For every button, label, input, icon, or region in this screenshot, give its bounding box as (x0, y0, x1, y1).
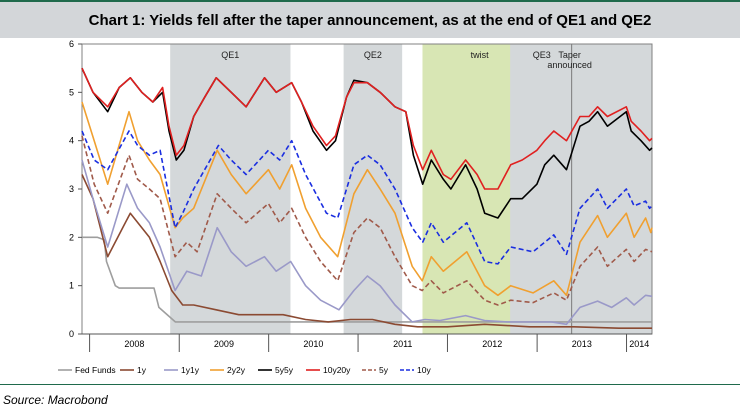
y-axis: 0 1 2 3 4 5 6 (69, 39, 82, 339)
x-axis: 2008 2009 2010 2011 2012 2013 2014 (82, 333, 652, 352)
shade-qe2 (343, 44, 403, 334)
series-line-10y (81, 130, 653, 265)
annotation-announced: announced (547, 60, 592, 70)
series-lines (81, 67, 653, 330)
legend-label-5y: 5y (379, 365, 389, 375)
legend: Fed Funds 1y 1y1y 2y2y 5y5y 10y20y 5y 10y (58, 365, 431, 375)
y-tick-label: 5 (69, 87, 74, 97)
x-tick-label: 2013 (572, 339, 592, 349)
legend-label-5y5y: 5y5y (275, 365, 294, 375)
legend-label-10y: 10y (417, 365, 431, 375)
series-line-5y (81, 135, 653, 306)
series-line-fed-funds (82, 236, 652, 323)
y-tick-label: 6 (69, 39, 74, 49)
series-line-2y2y (81, 101, 653, 297)
period-label-qe1: QE1 (221, 50, 239, 60)
series-line-10y20y (81, 67, 653, 190)
legend-label-1y1y: 1y1y (181, 365, 200, 375)
source-divider (0, 384, 740, 385)
y-tick-label: 3 (69, 184, 74, 194)
period-label-qe2: QE2 (364, 50, 382, 60)
x-tick-label: 2008 (124, 339, 144, 349)
chart-title: Chart 1: Yields fell after the taper ann… (88, 12, 652, 29)
legend-label-10y20y: 10y20y (323, 365, 351, 375)
x-tick-label: 2011 (393, 339, 412, 349)
y-tick-label: 2 (69, 232, 74, 242)
legend-label-fed-funds: Fed Funds (75, 365, 116, 375)
x-tick-label: 2010 (303, 339, 323, 349)
x-tick-label: 2012 (482, 339, 502, 349)
title-bar: Chart 1: Yields fell after the taper ann… (0, 0, 740, 38)
x-tick-label: 2014 (629, 339, 649, 349)
period-label-twist: twist (471, 50, 489, 60)
y-tick-label: 0 (69, 329, 74, 339)
y-tick-label: 1 (69, 281, 74, 291)
annotation-taper: Taper (558, 50, 581, 60)
shade-qe3 (510, 44, 652, 334)
period-label-qe3: QE3 (533, 50, 551, 60)
x-tick-label: 2009 (214, 339, 234, 349)
legend-label-1y: 1y (137, 365, 147, 375)
series-line-1y1y (81, 159, 653, 326)
source-note: Source: Macrobond (3, 393, 108, 407)
y-tick-label: 4 (69, 136, 74, 146)
line-chart: 0 1 2 3 4 5 6 2008 2009 2010 2011 2012 2013 2014 QE1… (58, 39, 653, 375)
legend-label-2y2y: 2y2y (227, 365, 246, 375)
series-line-1y (81, 174, 652, 330)
